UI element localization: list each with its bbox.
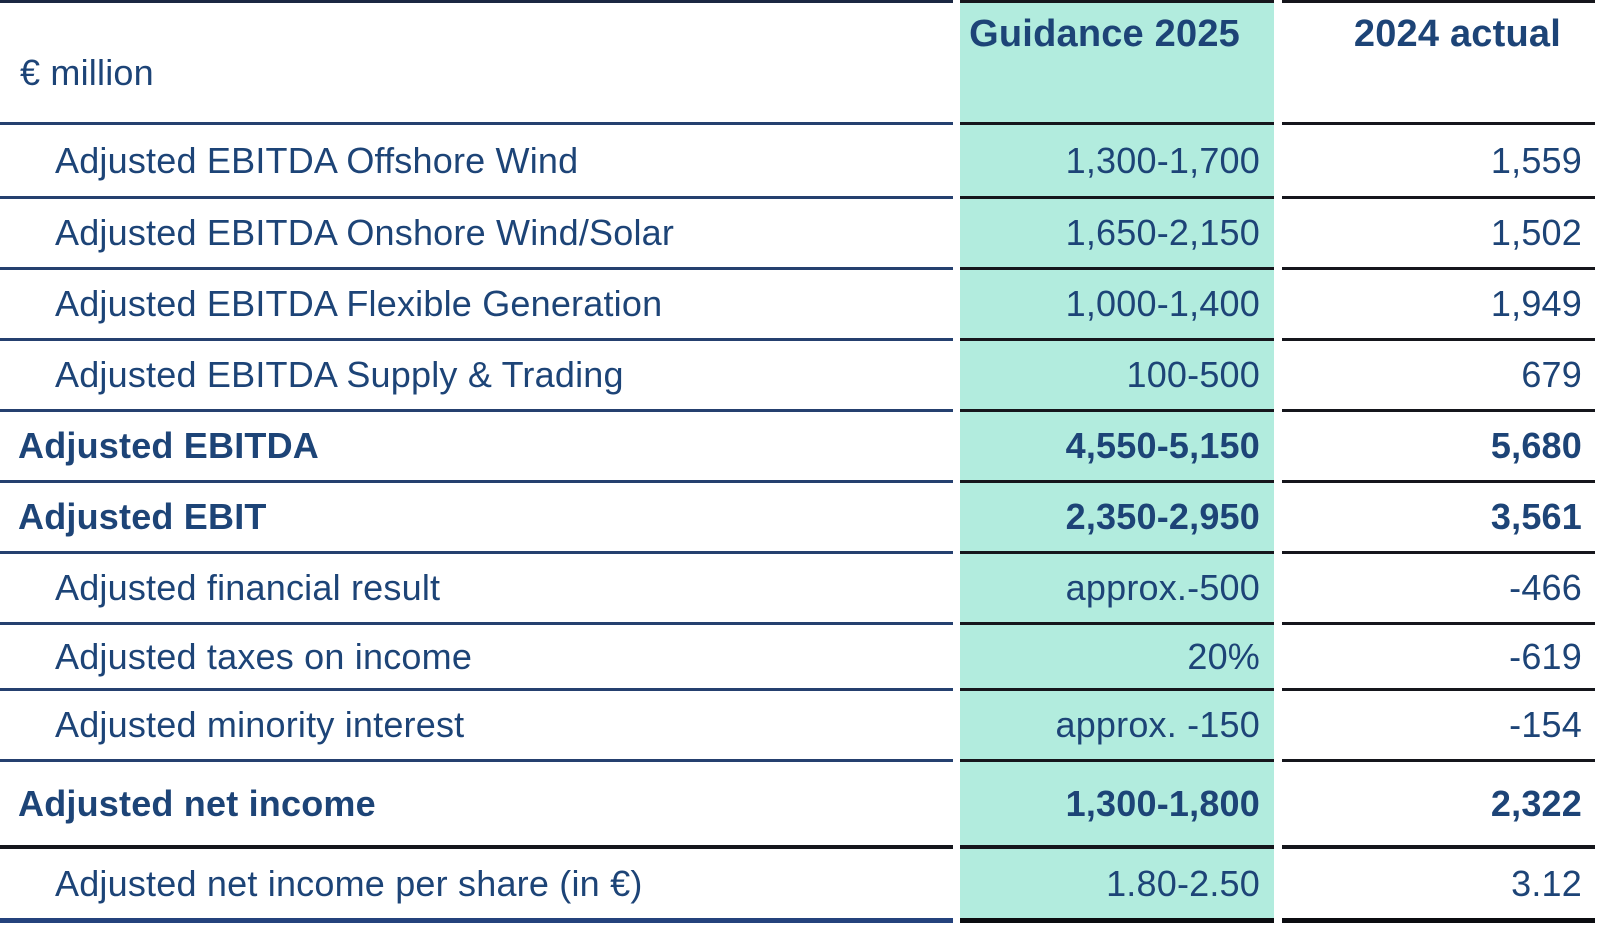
- guidance-value: 4,550-5,150: [960, 412, 1274, 483]
- guidance-value: approx.-500: [960, 554, 1274, 625]
- row-label: Adjusted EBITDA Offshore Wind: [0, 125, 953, 199]
- table-row-ebitda-onshore-wind-solar: Adjusted EBITDA Onshore Wind/Solar 1,650…: [0, 199, 1600, 270]
- actual-value: 3,561: [1282, 483, 1595, 554]
- actual-value: -154: [1282, 691, 1595, 762]
- row-label: Adjusted EBITDA Supply & Trading: [0, 341, 953, 412]
- actual-value: 5,680: [1282, 412, 1595, 483]
- actual-value: 1,502: [1282, 199, 1595, 270]
- table-row-adjusted-ebitda-total: Adjusted EBITDA 4,550-5,150 5,680: [0, 412, 1600, 483]
- guidance-value: 1,000-1,400: [960, 270, 1274, 341]
- table-row-adjusted-taxes-on-income: Adjusted taxes on income 20% -619: [0, 625, 1600, 691]
- actual-value: 3.12: [1282, 849, 1595, 923]
- row-label: Adjusted EBIT: [0, 483, 953, 554]
- row-label: Adjusted EBITDA: [0, 412, 953, 483]
- column-header-guidance-2025: Guidance 2025: [960, 0, 1274, 125]
- guidance-value: 1.80-2.50: [960, 849, 1274, 923]
- row-label: Adjusted net income per share (in €): [0, 849, 953, 923]
- table-row-adjusted-financial-result: Adjusted financial result approx.-500 -4…: [0, 554, 1600, 625]
- table-row-ebitda-offshore-wind: Adjusted EBITDA Offshore Wind 1,300-1,70…: [0, 125, 1600, 199]
- row-label: Adjusted EBITDA Flexible Generation: [0, 270, 953, 341]
- guidance-value: approx. -150: [960, 691, 1274, 762]
- row-label: Adjusted minority interest: [0, 691, 953, 762]
- guidance-value: 1,300-1,700: [960, 125, 1274, 199]
- table-row-ebitda-supply-trading: Adjusted EBITDA Supply & Trading 100-500…: [0, 341, 1600, 412]
- actual-value: 1,949: [1282, 270, 1595, 341]
- row-label: Adjusted EBITDA Onshore Wind/Solar: [0, 199, 953, 270]
- guidance-value: 1,300-1,800: [960, 762, 1274, 849]
- table-row-ebitda-flexible-generation: Adjusted EBITDA Flexible Generation 1,00…: [0, 270, 1600, 341]
- row-label: Adjusted net income: [0, 762, 953, 849]
- guidance-value: 20%: [960, 625, 1274, 691]
- column-header-2024-actual: 2024 actual: [1282, 0, 1595, 125]
- unit-label: € million: [0, 0, 953, 125]
- table-header-row: € million Guidance 2025 2024 actual: [0, 0, 1600, 125]
- actual-value: 679: [1282, 341, 1595, 412]
- table-row-adjusted-net-income-per-share: Adjusted net income per share (in €) 1.8…: [0, 849, 1600, 923]
- guidance-value: 1,650-2,150: [960, 199, 1274, 270]
- actual-value: 1,559: [1282, 125, 1595, 199]
- actual-value: -466: [1282, 554, 1595, 625]
- actual-value: 2,322: [1282, 762, 1595, 849]
- table-row-adjusted-minority-interest: Adjusted minority interest approx. -150 …: [0, 691, 1600, 762]
- actual-value: -619: [1282, 625, 1595, 691]
- table-row-adjusted-ebit: Adjusted EBIT 2,350-2,950 3,561: [0, 483, 1600, 554]
- guidance-value: 2,350-2,950: [960, 483, 1274, 554]
- row-label: Adjusted taxes on income: [0, 625, 953, 691]
- table-row-adjusted-net-income: Adjusted net income 1,300-1,800 2,322: [0, 762, 1600, 849]
- guidance-value: 100-500: [960, 341, 1274, 412]
- row-label: Adjusted financial result: [0, 554, 953, 625]
